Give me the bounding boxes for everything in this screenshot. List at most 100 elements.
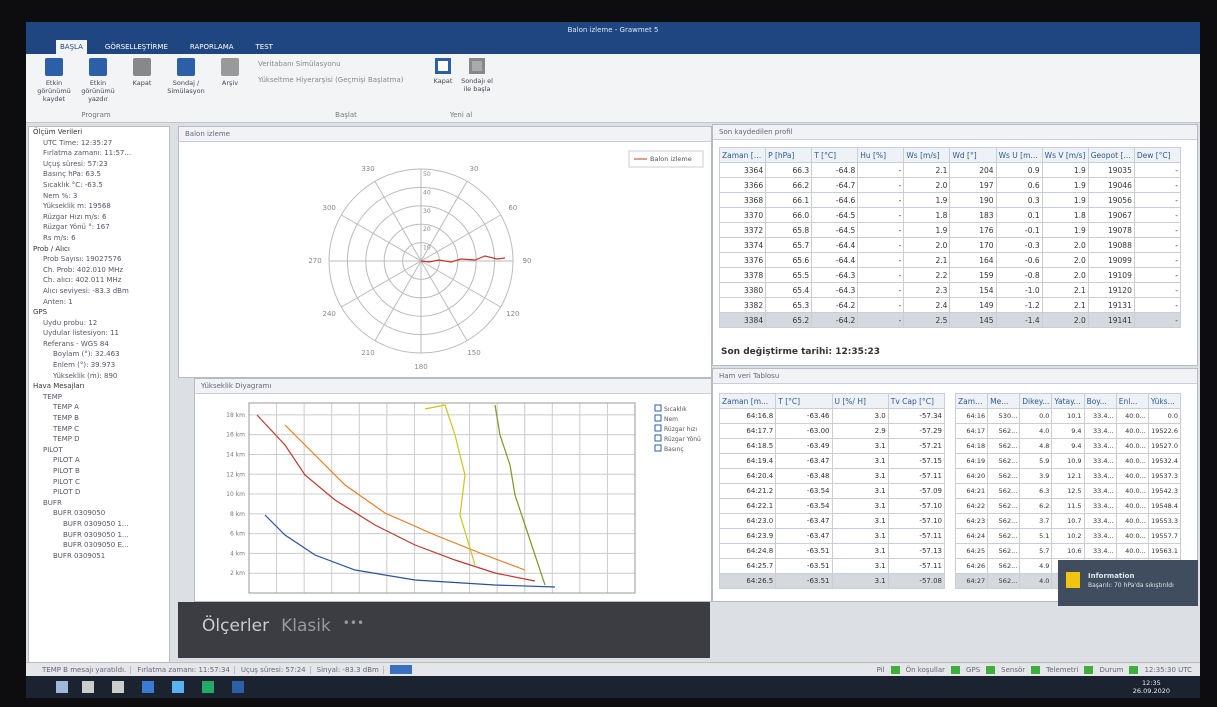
ribbon-tab[interactable]: TEST (255, 43, 273, 51)
polar-spoke (374, 181, 422, 262)
bottom-tabs: Ölçerler Klasik ••• (178, 602, 710, 658)
table-cell: 562... (987, 483, 1021, 499)
ribbon-button[interactable]: Sondaj / Simülasyon (164, 58, 208, 95)
tree-item[interactable]: BUFR 0309050 (53, 509, 106, 518)
tree-item[interactable]: Rs m/s: 6 (43, 233, 76, 242)
taskbar-icon[interactable] (232, 681, 244, 693)
ribbon-tab[interactable]: BAŞLA (56, 40, 87, 54)
clock: 12:35 26.09.2020 (1133, 679, 1170, 695)
ribbon-small-button[interactable]: Yükseltme Hiyerarşisi (Geçmişi Başlatma) (258, 76, 404, 84)
taskbar-icon[interactable] (202, 681, 214, 693)
table-cell: 33.4... (1083, 438, 1117, 454)
tree-item[interactable]: PILOT D (53, 488, 81, 497)
tree-item[interactable]: Anten: 1 (43, 297, 73, 306)
table-cell: 33.4... (1083, 528, 1117, 544)
tree-item[interactable]: Basınç hPa: 63.5 (43, 170, 101, 179)
angle-label: 270 (308, 257, 321, 265)
angle-label: 30 (470, 165, 479, 173)
tree-item[interactable]: BUFR (43, 498, 62, 507)
table-cell: 64:19 (954, 453, 989, 469)
ribbon-button[interactable]: Etkin görünümü yazdır (76, 58, 120, 103)
table-cell: 2.5 (903, 312, 951, 328)
tree-item[interactable]: Uçuş süresi: 57:23 (43, 159, 108, 168)
ribbon-button[interactable]: Etkin görünümü kaydet (32, 58, 76, 103)
column-header: Ws V [m/s] (1041, 147, 1089, 163)
tree-item[interactable]: BUFR 0309050 1... (63, 519, 129, 528)
tree-item[interactable]: UTC Time: 12:35:27 (43, 138, 113, 147)
angle-label: 300 (323, 204, 336, 212)
indicator-light (1031, 665, 1041, 674)
tree-item[interactable]: Fırlatma zamanı: 11:57... (43, 149, 132, 158)
tree-item[interactable]: TEMP C (53, 424, 80, 433)
taskbar-icon[interactable] (112, 681, 124, 693)
table-cell: - (857, 192, 905, 208)
bottom-tab[interactable]: ••• (342, 616, 365, 630)
tree-item[interactable]: BUFR 0309050 1... (63, 530, 129, 539)
ribbon-button[interactable]: Arşiv (208, 58, 252, 87)
tree-item[interactable]: Yükseklik m: 19568 (43, 202, 111, 211)
tree-item[interactable]: Prob Sayısı: 19027576 (43, 255, 122, 264)
table-cell: 562... (987, 438, 1021, 454)
check-label: Rüzgar Yönü (664, 436, 701, 443)
tree-item[interactable]: PILOT C (53, 477, 80, 486)
tree-item[interactable]: BUFR 0309050 E... (63, 541, 129, 550)
tree-item[interactable]: Ch. Prob: 402.010 MHz (43, 265, 124, 274)
table-cell: 2.3 (903, 282, 951, 298)
table-cell: 40.0... (1115, 513, 1149, 529)
tree-item[interactable]: Boylam (°): 32.463 (53, 350, 120, 359)
table-cell: 19532.4 (1147, 453, 1182, 469)
taskbar-icon[interactable] (142, 681, 154, 693)
table-cell: 64:18 (954, 438, 989, 454)
tree-item[interactable]: Ölçüm Verileri (33, 128, 83, 136)
tree-item[interactable]: Uydu probu: 12 (43, 318, 98, 327)
ribbon-small-button[interactable]: Veritabanı Simülasyonu (258, 60, 341, 68)
tree-item[interactable]: PILOT B (53, 467, 80, 475)
tree-item[interactable]: TEMP (43, 392, 62, 401)
tree-item[interactable]: GPS (33, 308, 48, 317)
table-cell: -57.11 (887, 468, 946, 484)
tree-item[interactable]: Ch. alıcı: 402.011 MHz (43, 276, 122, 285)
tree-item[interactable]: Referans - WGS 84 (43, 339, 109, 348)
tree-item[interactable]: TEMP A (53, 403, 79, 412)
tree-item[interactable]: Yükseklik (m): 890 (53, 371, 118, 380)
tree-item[interactable]: TEMP D (53, 435, 80, 444)
table-cell: 0.6 (995, 177, 1043, 193)
bottom-tab[interactable]: Klasik (281, 616, 331, 636)
ribbon: Etkin görünümü kaydet Etkin görünümü yazd… (26, 54, 1200, 123)
bottom-tab[interactable]: Ölçerler (202, 616, 270, 636)
table-cell: 2.4 (903, 297, 951, 313)
start-button[interactable] (56, 681, 68, 693)
ribbon-tab[interactable]: GÖRSELLEŞTİRME (104, 43, 168, 51)
tree-item[interactable]: Rüzgar Hızı m/s: 6 (43, 212, 107, 221)
ribbon-tab[interactable]: RAPORLAMA (189, 43, 234, 51)
polar-spoke (420, 260, 468, 341)
table-cell: 40.0... (1115, 408, 1149, 424)
taskbar-icon[interactable] (172, 681, 184, 693)
altitude-label: 4 km (230, 550, 245, 557)
polar-spoke (420, 214, 501, 262)
tree-item[interactable]: PILOT A (53, 456, 80, 465)
ribbon-button[interactable]: Kapat (426, 58, 460, 85)
table-row: 3372 65.8 -64.5-1.9 176 -0.1 1.9 19078- (718, 222, 1182, 238)
tree-item[interactable]: TEMP B (53, 414, 79, 423)
table-cell: 3.1 (831, 483, 889, 499)
taskbar-icon[interactable] (82, 681, 94, 693)
window-title: Son kaydedilen profil (713, 125, 1197, 140)
tree-item[interactable]: BUFR 0309051 (53, 551, 106, 560)
table-cell: 3364 (718, 162, 767, 178)
header-row: Zama... Me... Dikey... Yatay... Boy... Enl...… (954, 393, 1182, 409)
tree-item[interactable]: PILOT (43, 445, 63, 454)
tree-item[interactable]: Alıcı seviyesi: -83.3 dBm (43, 286, 129, 295)
table-cell: 64:27 (954, 573, 989, 589)
tree-item[interactable]: Hava Mesajları (33, 382, 85, 391)
tree-item[interactable]: Nem %: 3 (43, 191, 78, 200)
tree-item[interactable]: Prob / Alıcı (33, 244, 70, 253)
table-cell: 1.9 (1041, 162, 1089, 178)
tree-item[interactable]: Enlem (°): 39.973 (53, 361, 116, 370)
tree-item[interactable]: Sıcaklık °C: -63.5 (43, 180, 103, 189)
ribbon-button[interactable]: Kapat (120, 58, 164, 87)
ribbon-button[interactable]: Sondajı el ile başla (460, 58, 494, 93)
tree-item[interactable]: Rüzgar Yönü °: 167 (43, 223, 110, 232)
tree-item[interactable]: Uydular listesiyon: 11 (43, 329, 120, 338)
indicator-light (1129, 665, 1139, 674)
